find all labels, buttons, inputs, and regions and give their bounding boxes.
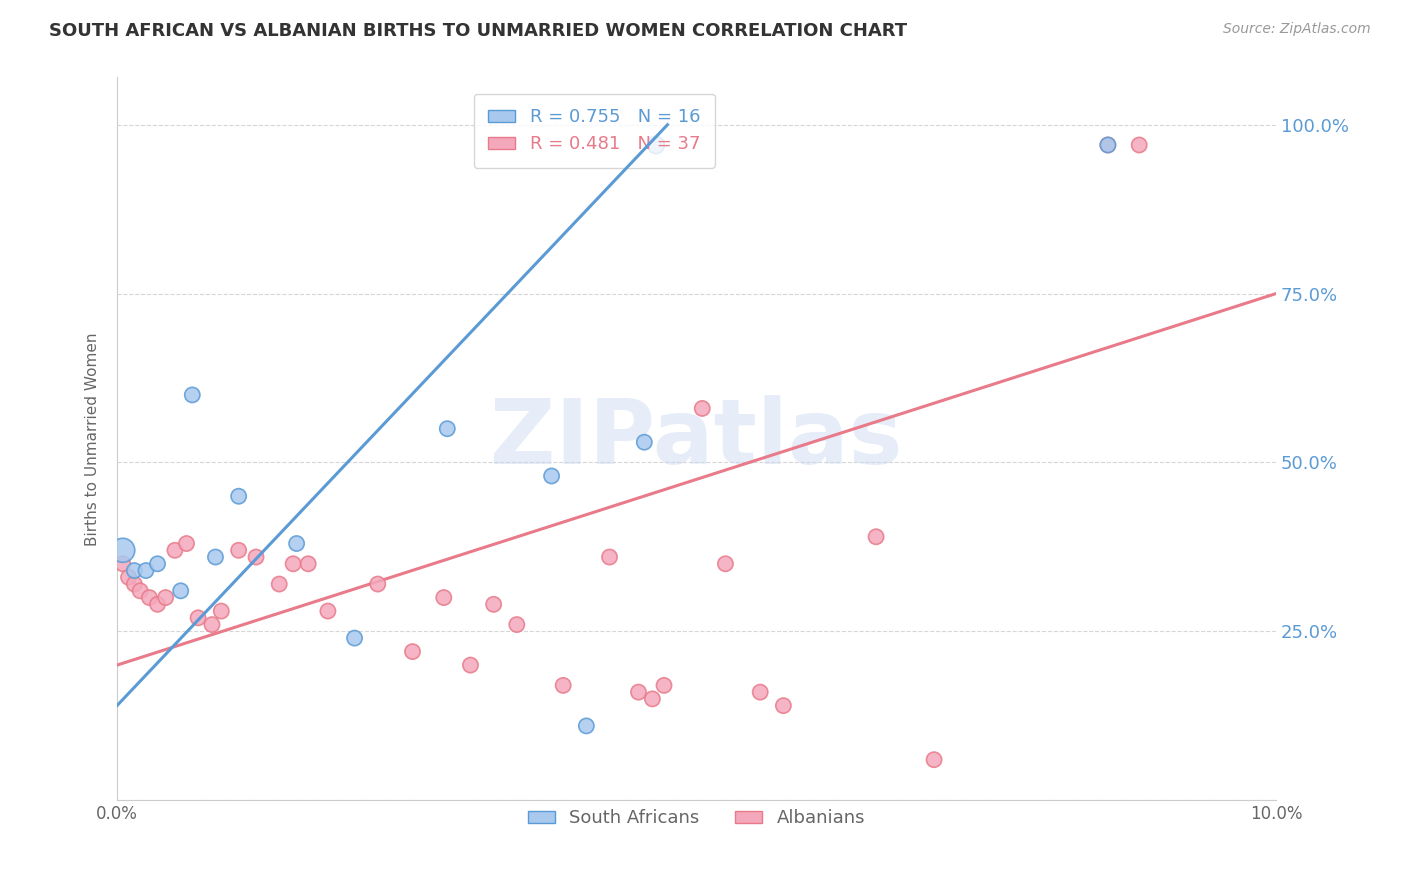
Point	[922, 753, 945, 767]
Point	[201, 617, 224, 632]
Point	[204, 549, 226, 564]
Point	[714, 557, 737, 571]
Point	[482, 597, 505, 611]
Point	[281, 557, 304, 571]
Point	[228, 543, 250, 558]
Point	[644, 138, 666, 153]
Point	[1097, 138, 1119, 153]
Point	[170, 583, 193, 598]
Point	[269, 577, 291, 591]
Point	[401, 645, 423, 659]
Y-axis label: Births to Unmarried Women: Births to Unmarried Women	[86, 332, 100, 546]
Point	[285, 536, 308, 550]
Point	[163, 543, 186, 558]
Point	[460, 658, 482, 673]
Point	[124, 577, 146, 591]
Point	[627, 685, 650, 699]
Point	[599, 549, 621, 564]
Point	[772, 698, 794, 713]
Point	[575, 719, 598, 733]
Point	[641, 692, 664, 706]
Point	[111, 543, 134, 558]
Point	[1097, 138, 1119, 153]
Point	[749, 685, 772, 699]
Point	[690, 401, 713, 416]
Point	[146, 597, 169, 611]
Point	[228, 489, 250, 503]
Point	[135, 564, 157, 578]
Point	[146, 557, 169, 571]
Point	[865, 530, 887, 544]
Point	[297, 557, 319, 571]
Point	[433, 591, 456, 605]
Point	[181, 388, 204, 402]
Point	[553, 678, 575, 692]
Point	[111, 557, 134, 571]
Point	[187, 611, 209, 625]
Point	[343, 631, 366, 645]
Point	[138, 591, 160, 605]
Point	[209, 604, 232, 618]
Point	[129, 583, 152, 598]
Point	[506, 617, 529, 632]
Point	[436, 422, 458, 436]
Text: SOUTH AFRICAN VS ALBANIAN BIRTHS TO UNMARRIED WOMEN CORRELATION CHART: SOUTH AFRICAN VS ALBANIAN BIRTHS TO UNMA…	[49, 22, 907, 40]
Point	[245, 549, 267, 564]
Point	[117, 570, 139, 584]
Point	[367, 577, 389, 591]
Text: ZIPatlas: ZIPatlas	[491, 395, 903, 483]
Point	[176, 536, 198, 550]
Point	[540, 469, 562, 483]
Point	[124, 564, 146, 578]
Legend: South Africans, Albanians: South Africans, Albanians	[520, 802, 873, 835]
Point	[316, 604, 339, 618]
Point	[633, 435, 655, 450]
Point	[155, 591, 177, 605]
Point	[1128, 138, 1150, 153]
Text: Source: ZipAtlas.com: Source: ZipAtlas.com	[1223, 22, 1371, 37]
Point	[652, 678, 675, 692]
